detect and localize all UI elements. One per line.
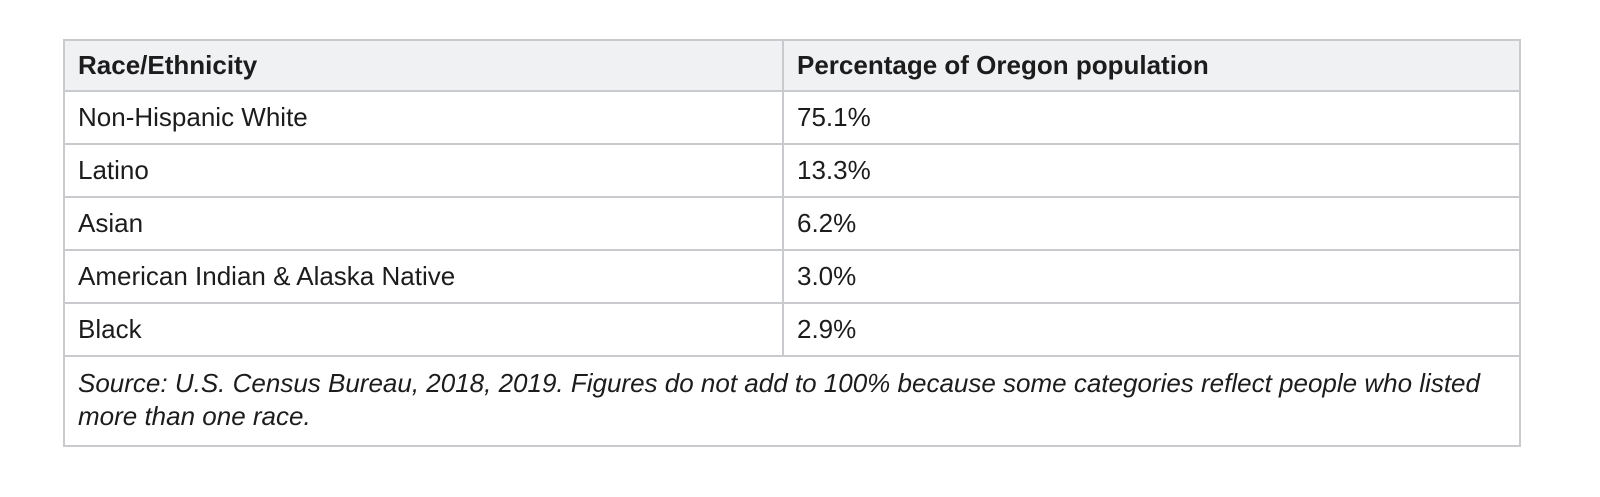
table-row: Asian 6.2% [63, 196, 1521, 251]
table-header: Race/Ethnicity Percentage of Oregon popu… [63, 39, 1521, 92]
table-row: Black 2.9% [63, 302, 1521, 357]
oregon-population-table-container: Race/Ethnicity Percentage of Oregon popu… [63, 39, 1521, 447]
race-cell: Asian [63, 196, 784, 251]
source-note: Source: U.S. Census Bureau, 2018, 2019. … [63, 355, 1521, 447]
table-row: Latino 13.3% [63, 143, 1521, 198]
table-footer: Source: U.S. Census Bureau, 2018, 2019. … [63, 355, 1521, 447]
table-body: Non-Hispanic White 75.1% Latino 13.3% Asian 6… [63, 90, 1521, 357]
race-cell: American Indian & Alaska Native [63, 249, 784, 304]
source-note-row: Source: U.S. Census Bureau, 2018, 2019. … [63, 355, 1521, 447]
race-cell: Latino [63, 143, 784, 198]
oregon-population-table: Race/Ethnicity Percentage of Oregon popu… [63, 39, 1521, 447]
column-header-percentage: Percentage of Oregon population [782, 39, 1521, 92]
column-header-race-ethnicity: Race/Ethnicity [63, 39, 784, 92]
table-row: American Indian & Alaska Native 3.0% [63, 249, 1521, 304]
table-header-row: Race/Ethnicity Percentage of Oregon popu… [63, 39, 1521, 92]
table-row: Non-Hispanic White 75.1% [63, 90, 1521, 145]
percentage-cell: 13.3% [782, 143, 1521, 198]
percentage-cell: 75.1% [782, 90, 1521, 145]
race-cell: Black [63, 302, 784, 357]
percentage-cell: 3.0% [782, 249, 1521, 304]
percentage-cell: 6.2% [782, 196, 1521, 251]
race-cell: Non-Hispanic White [63, 90, 784, 145]
percentage-cell: 2.9% [782, 302, 1521, 357]
